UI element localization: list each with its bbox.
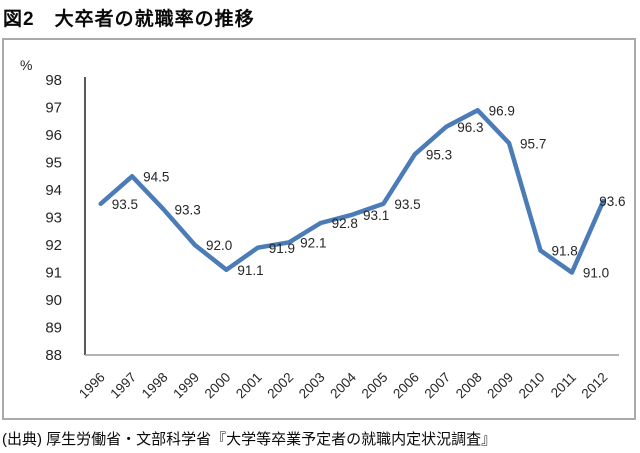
data-labels: 93.5 94.5 93.3 92.0 91.1 91.9 92.1 92.8 93.1 93.5…	[112, 103, 626, 280]
data-label: 94.5	[143, 169, 169, 184]
x-tick-label: 2002	[264, 370, 296, 402]
data-label: 92.0	[206, 238, 232, 253]
y-axis-unit-label: %	[20, 57, 32, 73]
x-tick-label: 2012	[579, 370, 611, 402]
x-tick-label: 1998	[139, 370, 171, 402]
y-tick-label: 92	[45, 237, 62, 254]
data-label: 96.3	[457, 120, 483, 135]
x-tick-label: 2007	[422, 370, 454, 402]
data-label: 91.9	[269, 241, 295, 256]
x-tick-label: 2006	[390, 370, 422, 402]
y-tick-label: 91	[45, 265, 62, 282]
data-label: 93.5	[394, 197, 420, 212]
x-tick-label: 2008	[453, 370, 485, 402]
y-tick-label: 97	[45, 100, 62, 117]
source-caption: (出典) 厚生労働省・文部科学省『大学等卒業予定者の就職内定状況調査』	[2, 431, 497, 448]
data-label: 95.7	[520, 136, 546, 151]
data-label: 92.1	[300, 235, 326, 250]
x-axis-tick-labels: 1996 1997 1998 1999 2000 2001 2002 2003 2004 2005…	[76, 369, 610, 401]
x-tick-label: 2009	[484, 370, 516, 402]
data-label: 91.8	[551, 244, 577, 259]
data-label: 93.1	[363, 208, 389, 223]
data-label: 92.8	[332, 216, 358, 231]
x-tick-label: 2001	[233, 370, 265, 402]
data-label: 93.6	[599, 194, 625, 209]
y-tick-label: 90	[45, 292, 62, 309]
data-label: 95.3	[426, 147, 452, 162]
data-label: 93.5	[112, 197, 138, 212]
x-tick-label: 2000	[202, 370, 234, 402]
x-tick-label: 2011	[548, 370, 579, 401]
y-tick-label: 96	[45, 127, 62, 144]
employment-rate-series-line	[98, 107, 606, 275]
x-tick-label: 2003	[296, 370, 328, 402]
y-tick-label: 93	[45, 210, 62, 227]
y-tick-label: 89	[45, 320, 62, 337]
x-tick-label: 1999	[170, 370, 202, 402]
data-label: 91.0	[583, 266, 609, 281]
y-tick-label: 88	[45, 347, 62, 364]
data-label: 93.3	[175, 202, 201, 217]
y-axis-tick-labels: 98 97 96 95 94 93 92 91 90 89 88	[45, 72, 62, 364]
x-tick-label: 2005	[359, 370, 391, 402]
y-tick-label: 95	[45, 155, 62, 172]
chart-container: % 98 97 96 95 94 93 92 91 90 89 88 93.5 94.5 93.3 92.0 9…	[2, 38, 636, 420]
x-tick-label: 2010	[516, 370, 548, 402]
employment-rate-line-chart: %989796959493929190898893.594.593.392.09…	[20, 57, 626, 401]
x-tick-label: 1996	[76, 370, 108, 402]
x-tick-label: 2004	[327, 369, 359, 401]
data-label: 91.1	[237, 263, 263, 278]
y-tick-label: 94	[45, 182, 62, 199]
figure-title: 図2 大卒者の就職率の推移	[3, 9, 255, 30]
x-tick-label: 1997	[107, 370, 139, 402]
y-tick-label: 98	[45, 72, 62, 89]
data-label: 96.9	[489, 103, 515, 118]
